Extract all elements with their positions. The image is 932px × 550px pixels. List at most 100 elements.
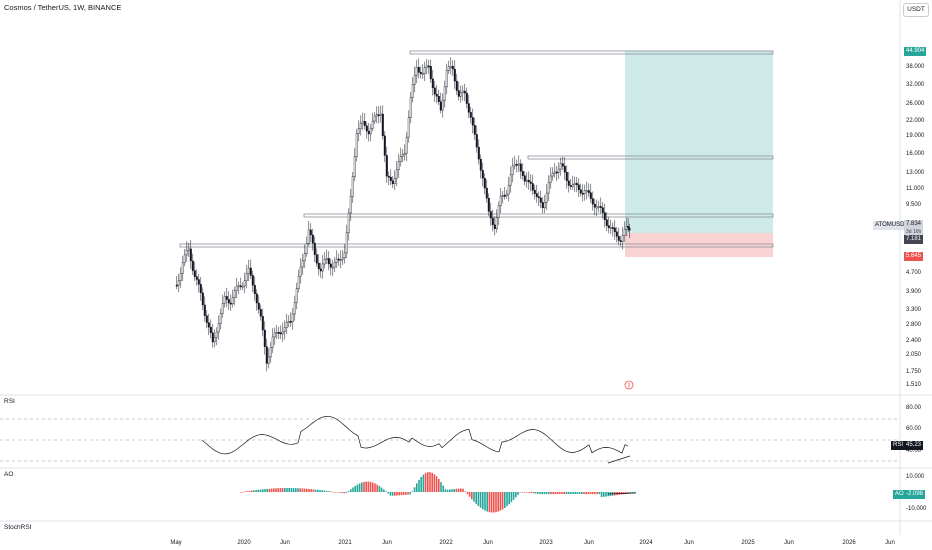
ao-bar (264, 489, 266, 492)
ao-histogram[interactable] (240, 472, 636, 513)
ao-bar (451, 489, 453, 492)
ao-bar (460, 488, 462, 492)
candle-body (251, 275, 254, 286)
candle-body (459, 92, 462, 97)
ao-bar (543, 492, 546, 495)
target-price-tag: 44.904 (904, 47, 927, 56)
ao-bar (477, 492, 480, 506)
ao-bar (563, 492, 565, 495)
long-stop-zone[interactable] (625, 233, 773, 257)
ao-bar (519, 492, 521, 493)
ao-bar (394, 492, 396, 496)
ao-bar (499, 492, 502, 511)
ao-bar (517, 492, 519, 495)
candle-body (487, 197, 490, 212)
ao-bar (587, 492, 590, 495)
ao-bar (358, 483, 361, 492)
candle-body (397, 161, 400, 171)
time-axis-label: Jun (784, 540, 794, 546)
ao-bar (554, 492, 557, 495)
candle-body (601, 207, 604, 213)
candle-body (311, 234, 314, 244)
candle-body (519, 163, 522, 172)
level-boxes[interactable] (179, 50, 774, 248)
ao-bar (424, 473, 427, 492)
ao-bar (631, 492, 634, 494)
candle-body (383, 135, 386, 156)
candle-body (617, 236, 620, 241)
ao-bar (629, 492, 631, 494)
ao-bar (596, 492, 598, 495)
candle-body (623, 229, 626, 236)
long-target-zone[interactable] (625, 51, 773, 233)
candle-body (453, 68, 456, 82)
ao-pane-label[interactable]: AO (4, 471, 14, 478)
ao-bar (354, 485, 356, 492)
ao-bar (433, 474, 436, 492)
candle-body (395, 169, 398, 179)
ao-trendline[interactable] (607, 492, 637, 495)
symbol-tag: ATOMUSDT (873, 221, 911, 230)
candle-body (393, 178, 396, 184)
currency-button[interactable]: USDT (903, 3, 929, 17)
rsi-trendline[interactable] (607, 455, 631, 464)
ao-bar (330, 491, 332, 493)
candle-body (417, 67, 420, 73)
candle-body (303, 253, 306, 261)
candle-body (579, 189, 582, 194)
ao-bar (365, 481, 367, 492)
price-axis-label: 1.750 (906, 369, 922, 375)
ao-bar (380, 487, 383, 492)
candle-body (511, 165, 514, 175)
rsi-value-tag: 45.23 (904, 441, 924, 450)
ao-bar (383, 489, 385, 492)
ao-bar (572, 492, 574, 495)
ao-bar (416, 483, 418, 492)
candle-body (373, 115, 376, 122)
candle-body (611, 227, 614, 229)
candle-body (425, 65, 428, 68)
candle-body (199, 284, 202, 294)
ao-bar (350, 489, 352, 492)
ao-bar (312, 489, 315, 492)
candle-body (275, 332, 278, 334)
ao-bar (567, 492, 570, 495)
ao-bar (570, 492, 572, 494)
ao-bar (299, 488, 301, 492)
price-axis-label: 2.050 (906, 352, 922, 358)
ao-bar (343, 492, 345, 494)
candle-body (307, 229, 310, 244)
ao-bar (464, 491, 466, 492)
candle-body (323, 259, 326, 265)
candle-body (403, 152, 406, 155)
ao-bar (277, 488, 279, 492)
ao-bar (506, 492, 508, 507)
ao-bar (290, 488, 293, 492)
candle-body (179, 273, 182, 281)
ao-bar (372, 482, 374, 492)
candle-body (327, 258, 330, 265)
candle-body (443, 86, 446, 101)
price-axis-label: 3.900 (906, 289, 922, 295)
ao-bar (321, 490, 323, 492)
rsi-line[interactable] (201, 415, 629, 455)
symbol-title[interactable]: Cosmos / TetherUS, 1W, BINANCE (4, 3, 122, 12)
candle-body (569, 185, 572, 187)
candle-body (399, 156, 402, 162)
candle-body (619, 240, 622, 242)
price-axis-label: 16.000 (906, 151, 925, 157)
candle-body (345, 232, 348, 254)
level-box-mid (527, 155, 774, 160)
price-axis-label: 1.510 (906, 382, 922, 388)
candle-body (215, 331, 218, 338)
candle-series[interactable] (175, 57, 631, 372)
candle-body (531, 183, 534, 191)
candle-body (357, 128, 360, 134)
ao-bar (495, 492, 497, 513)
rsi-pane-label[interactable]: RSI (4, 398, 15, 405)
candle-body (457, 90, 460, 97)
candle-body (309, 229, 312, 236)
stochrsi-pane-label[interactable]: StochRSI (4, 524, 32, 531)
candle-body (455, 80, 458, 91)
